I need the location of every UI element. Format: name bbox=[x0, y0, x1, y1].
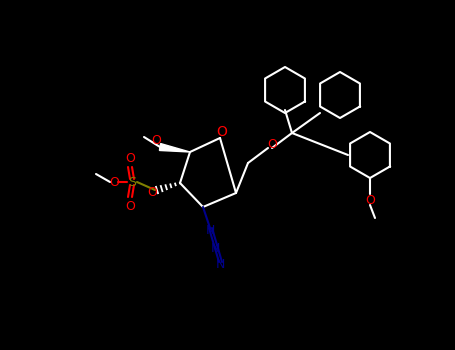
Text: O: O bbox=[151, 134, 161, 147]
Polygon shape bbox=[159, 144, 190, 152]
Text: O: O bbox=[147, 186, 157, 198]
Text: O: O bbox=[125, 199, 135, 212]
Text: O: O bbox=[267, 139, 277, 152]
Text: S: S bbox=[128, 175, 136, 189]
Text: O: O bbox=[217, 125, 228, 139]
Text: O: O bbox=[365, 194, 375, 206]
Text: O: O bbox=[109, 175, 119, 189]
Text: O: O bbox=[125, 152, 135, 164]
Text: N: N bbox=[210, 241, 220, 254]
Text: N: N bbox=[215, 259, 225, 272]
Text: N: N bbox=[205, 224, 215, 238]
